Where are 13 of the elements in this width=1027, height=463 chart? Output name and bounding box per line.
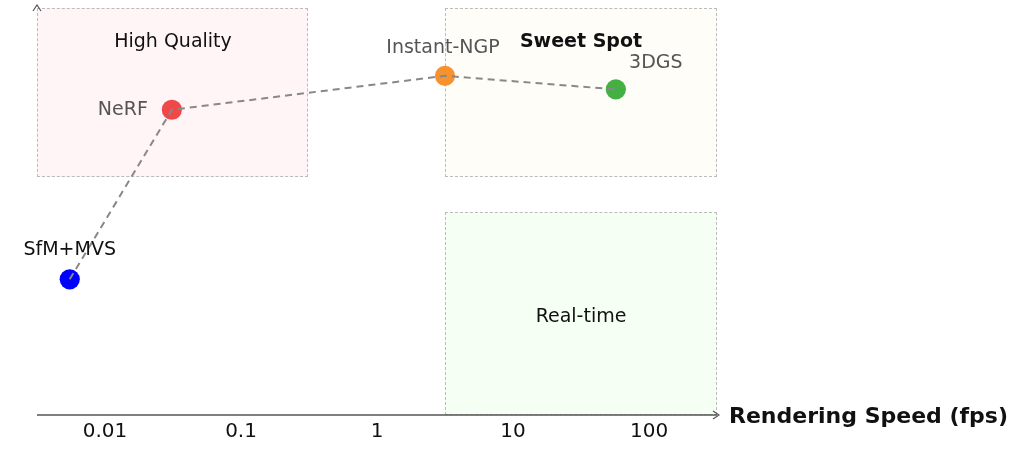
x-tick-label: 1 bbox=[370, 418, 384, 443]
series-label: Instant-NGP bbox=[386, 35, 500, 58]
text: Sweet Spot bbox=[519, 29, 643, 51]
series-label: SfM+MVS bbox=[23, 236, 116, 259]
series-label: 3DGS bbox=[629, 49, 683, 72]
x-tick-label: 10 bbox=[500, 418, 526, 443]
series-label: NeRF bbox=[97, 97, 148, 120]
x-axis-title: Rendering Speed (fps) bbox=[729, 403, 1009, 428]
x-tick-label: 100 bbox=[629, 418, 669, 443]
annotation: Real-time bbox=[535, 304, 627, 326]
x-tick-label: 0.1 bbox=[225, 418, 257, 443]
x-tick-label: 0.01 bbox=[82, 418, 128, 443]
text: High Quality bbox=[114, 29, 232, 51]
